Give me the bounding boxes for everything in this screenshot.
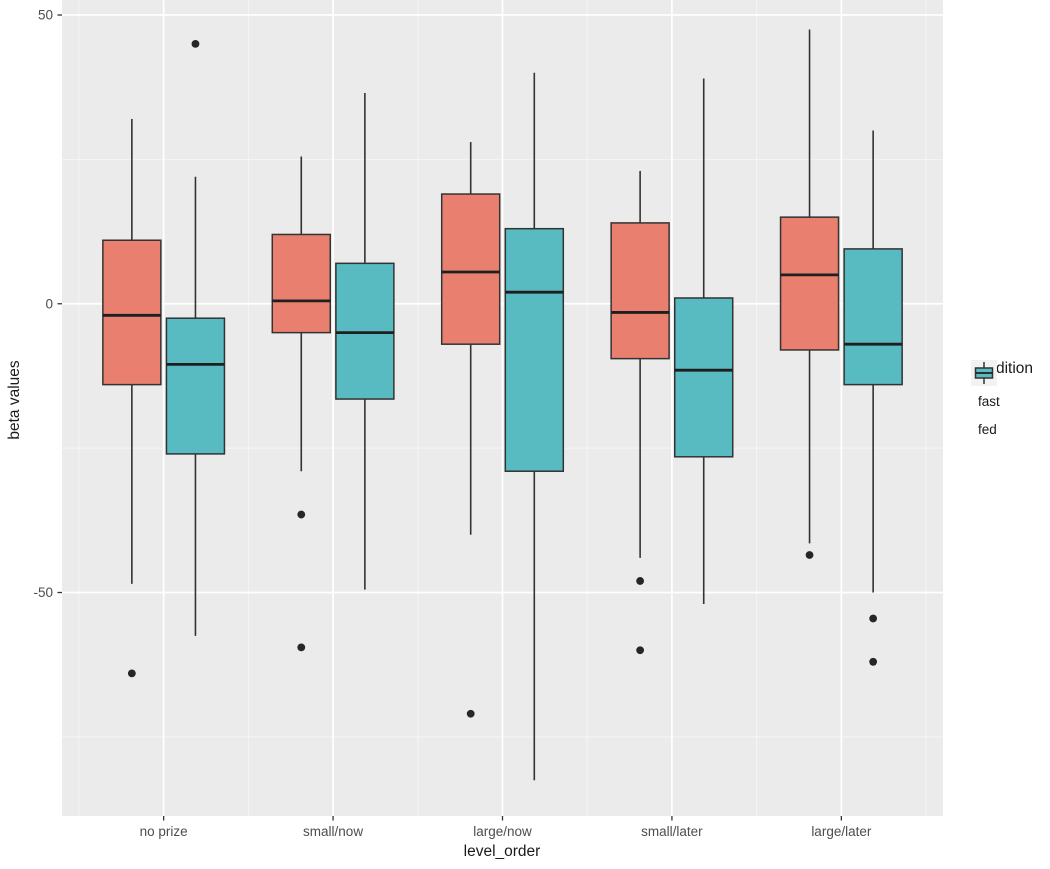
legend-label-fed: fed [978, 421, 997, 437]
legend: condition fast fed [971, 360, 1033, 443]
x-tick-label: large/now [473, 824, 532, 839]
x-tick-label: small/now [303, 824, 363, 839]
x-tick-label: large/later [811, 824, 872, 839]
legend-label-fast: fast [978, 393, 1000, 409]
x-axis-title: level_order [463, 843, 541, 860]
box-fast-large/later [779, 216, 840, 351]
outlier-dot-fast [297, 510, 306, 519]
legend-items: fast fed [971, 360, 1033, 443]
y-axis-title: beta values [6, 360, 23, 440]
y-tick-label: -50 [33, 585, 53, 600]
outlier-dot-fast [466, 709, 475, 718]
outlier-dot-fast [297, 643, 306, 652]
y-tick-label: 0 [45, 296, 53, 311]
legend-item-fast: fast [971, 360, 1033, 415]
box-fast-no prize [102, 239, 162, 386]
box-fed-small/now [335, 262, 395, 400]
outlier-dot-fed [191, 39, 200, 48]
box-fast-small/later [610, 222, 670, 360]
box-fed-no prize [165, 317, 226, 455]
legend-key-boxplot-icon-fed [971, 360, 997, 386]
box-fed-large/later [843, 248, 903, 386]
box-fed-large/now [504, 227, 565, 472]
x-tick-label: small/later [641, 824, 703, 839]
outlier-dot-fed [869, 614, 878, 623]
x-tick-label: no prize [140, 824, 188, 839]
box-fast-small/now [271, 233, 332, 334]
legend-item-fed: fed [971, 360, 1033, 443]
y-tick-label: 50 [38, 8, 53, 23]
box-fed-small/later [673, 297, 734, 458]
outlier-dot-fed [869, 657, 878, 666]
outlier-dot-fast [127, 669, 136, 678]
box-fast-large/now [440, 193, 501, 345]
outlier-dot-fast [636, 577, 645, 585]
outlier-dot-fast [636, 646, 645, 655]
outlier-dot-fast [805, 551, 814, 559]
